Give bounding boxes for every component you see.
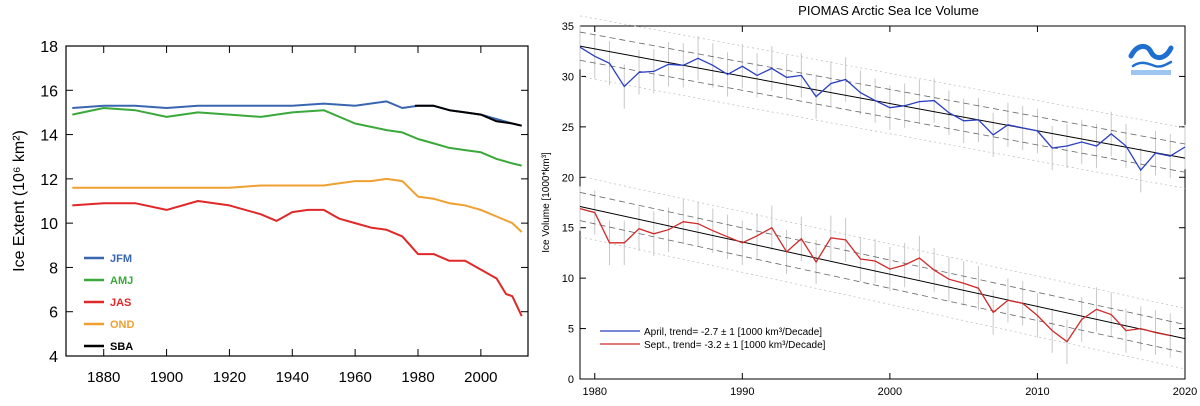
y-tick-label: 10 — [562, 273, 574, 285]
chart-title: PIOMAS Arctic Sea Ice Volume — [798, 3, 979, 18]
plot-frame — [579, 25, 1186, 380]
y-tick-label: 15 — [562, 223, 574, 235]
x-tick-label: 1980 — [583, 386, 607, 398]
x-tick-label: 1980 — [401, 369, 434, 386]
x-tick-label: 1940 — [276, 369, 309, 386]
legend-label-ond: OND — [110, 319, 135, 331]
sea-ice-extent-plot: 4 6 8 10 12 14 16 18 1880 1900 1920 1940 1960 1980 200… — [11, 39, 529, 386]
x-tick-label: 2000 — [464, 369, 497, 386]
series-line-amj — [72, 107, 522, 167]
logo-wave-small — [1131, 60, 1173, 68]
series-line-ond — [72, 177, 523, 233]
x-tick-label: 1900 — [150, 369, 183, 386]
y-tick-label: 5 — [568, 324, 574, 336]
y-axis-label: Ice Volume [1000*km³] — [541, 152, 552, 253]
logo-bar — [1131, 70, 1171, 75]
series-line-sept — [579, 207, 1171, 343]
y-tick-label: 35 — [562, 21, 574, 33]
x-tick-label: 2020 — [1173, 386, 1197, 398]
trend-band-line — [579, 220, 1186, 354]
x-tick-label: 2010 — [1025, 386, 1049, 398]
x-tick-label: 1880 — [87, 369, 120, 386]
trend-band-outer — [579, 175, 1186, 309]
legend-label-sba: SBA — [110, 341, 133, 353]
y-tick-label: 30 — [562, 71, 574, 83]
legend-label-april: April, trend= -2.7 ± 1 [1000 km³/Decade] — [644, 327, 822, 338]
logo-icon — [1127, 38, 1175, 78]
y-tick-label: 12 — [40, 172, 58, 189]
series-line-april — [579, 46, 1186, 172]
y-tick-label: 14 — [40, 128, 58, 145]
x-tick-label: 1920 — [213, 369, 246, 386]
piomas-volume-chart: PIOMAS Arctic Sea Ice Volume 0 5 10 15 20 25 30… — [535, 0, 1200, 401]
y-axis-label: Ice Extent (10⁶ km²) — [11, 130, 28, 272]
trend-band-line — [579, 31, 1186, 145]
trend-band-line — [579, 59, 1186, 173]
y-tick-label: 16 — [40, 83, 58, 100]
series-line-sba — [414, 104, 522, 127]
y-tick-label: 6 — [49, 305, 58, 322]
legend-label-jas: JAS — [110, 297, 131, 309]
y-tick-label: 8 — [49, 260, 58, 277]
logo-wave — [1128, 44, 1174, 60]
y-tick-label: 0 — [568, 374, 574, 386]
y-tick-label: 4 — [49, 349, 58, 366]
x-tick-label: 1990 — [730, 386, 754, 398]
legend-label-jfm: JFM — [110, 253, 132, 265]
x-tick-label: 1960 — [338, 369, 371, 386]
y-tick-label: 18 — [40, 39, 58, 56]
y-tick-label: 20 — [562, 172, 574, 184]
trend-line — [579, 206, 1186, 340]
sea-ice-extent-chart: 4 6 8 10 12 14 16 18 1880 1900 1920 1940 1960 1980 200… — [0, 0, 535, 401]
piomas-volume-plot: PIOMAS Arctic Sea Ice Volume 0 5 10 15 20 25 30… — [541, 3, 1197, 398]
trend-band-outer — [579, 236, 1186, 370]
y-tick-label: 10 — [40, 216, 58, 233]
x-tick-label: 2000 — [878, 386, 902, 398]
trend-band-line — [579, 192, 1186, 325]
plot-frame — [65, 45, 529, 357]
y-tick-label: 25 — [562, 122, 574, 134]
series-line-jas — [72, 200, 523, 317]
legend-label-sept: Sept., trend= -3.2 ± 1 [1000 km³/Decade] — [644, 340, 826, 351]
legend-label-amj: AMJ — [110, 275, 133, 287]
